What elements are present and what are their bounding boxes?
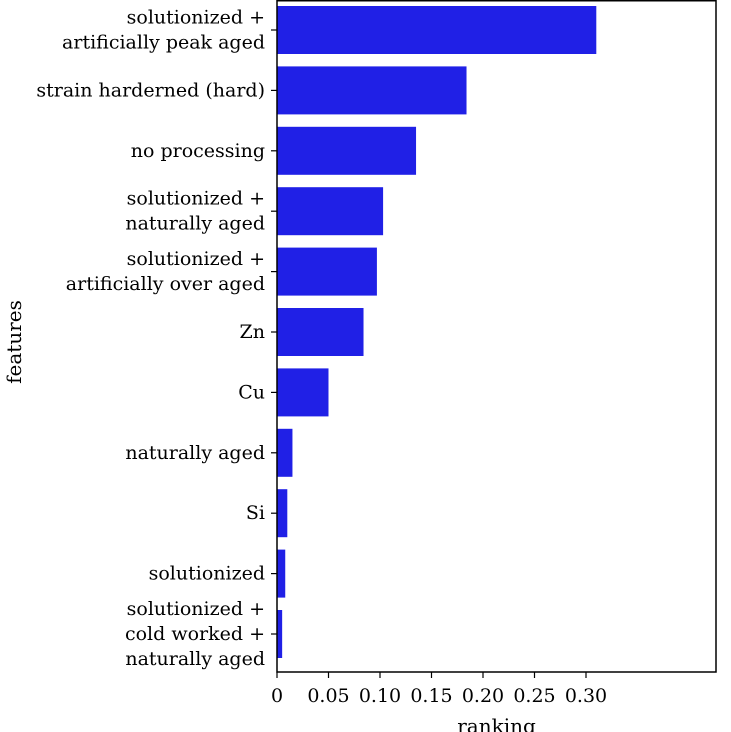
y-tick-label-line: strain harderned (hard) xyxy=(36,79,265,101)
bar-6 xyxy=(277,368,329,417)
y-axis-label: features xyxy=(2,300,26,384)
y-tick-label-6: Cu xyxy=(238,381,265,403)
y-tick-label-line: cold worked + xyxy=(125,623,265,645)
x-tick-label-3: 0.15 xyxy=(410,685,452,707)
bar-1 xyxy=(277,66,467,115)
y-tick-label-line: no processing xyxy=(131,140,265,162)
bar-4 xyxy=(277,247,377,296)
y-tick-label-line: naturally aged xyxy=(125,213,265,235)
y-tick-label-line: solutionized + xyxy=(127,598,265,620)
bar-3 xyxy=(277,187,384,236)
y-tick-label-2: no processing xyxy=(131,140,265,162)
y-tick-label-line: solutionized + xyxy=(127,188,265,210)
y-tick-label-line: Cu xyxy=(238,381,265,403)
plot-area-frame xyxy=(276,0,717,673)
y-tick-label-line: Si xyxy=(246,502,265,524)
bar-2 xyxy=(277,126,417,175)
y-tick-label-line: artificially over aged xyxy=(66,273,265,295)
x-tick-label-1: 0.05 xyxy=(307,685,349,707)
y-tick-label-line: naturally aged xyxy=(125,648,265,670)
x-tick-labels: 0 0.05 0.10 0.15 0.20 0.25 0.30 xyxy=(271,672,607,707)
y-tick-label-7: naturally aged xyxy=(125,442,265,464)
x-axis-label: ranking xyxy=(457,714,536,732)
y-tick-label-line: artificially peak aged xyxy=(62,32,265,54)
y-tick-label-3: solutionized + naturally aged xyxy=(125,188,265,235)
y-tick-label-0: solutionized + artificially peak aged xyxy=(62,7,265,54)
x-tick-label-5: 0.25 xyxy=(513,685,555,707)
bar-9 xyxy=(277,549,286,598)
y-tick-label-line: solutionized + xyxy=(127,248,265,270)
y-tick-label-4: solutionized + artificially over aged xyxy=(66,248,265,295)
y-tick-label-8: Si xyxy=(246,502,265,524)
bar-0 xyxy=(277,6,597,54)
x-tick-label-6: 0.30 xyxy=(565,685,607,707)
y-tick-label-10: solutionized + cold worked + naturally age… xyxy=(125,598,265,670)
bar-5 xyxy=(277,308,364,356)
y-tick-label-line: Zn xyxy=(240,321,265,343)
y-tick-label-9: solutionized xyxy=(149,563,265,585)
y-tick-label-5: Zn xyxy=(240,321,265,343)
y-tick-label-1: strain harderned (hard) xyxy=(36,79,265,101)
y-tick-label-line: naturally aged xyxy=(125,442,265,464)
x-tick-label-2: 0.10 xyxy=(359,685,401,707)
bar-7 xyxy=(277,428,293,477)
bars-layer xyxy=(277,6,597,658)
y-tick-label-line: solutionized + xyxy=(127,7,265,29)
bar-10 xyxy=(277,610,283,658)
y-tick-label-line: solutionized xyxy=(149,563,265,585)
x-tick-label-4: 0.20 xyxy=(462,685,504,707)
x-tick-label-0: 0 xyxy=(271,685,283,707)
y-tick-labels: solutionized + artificially peak aged stra… xyxy=(36,7,277,670)
bar-8 xyxy=(277,489,288,538)
